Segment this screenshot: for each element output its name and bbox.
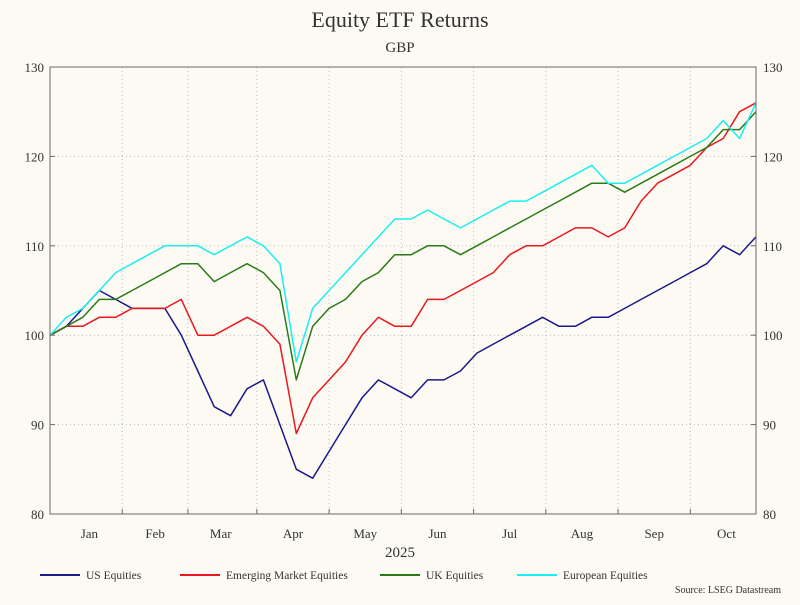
- legend-label: UK Equities: [426, 570, 484, 582]
- y-tick-label-right: 110: [763, 239, 782, 254]
- y-tick-label-right: 100: [763, 328, 783, 343]
- series-line-uk-equities: [49, 111, 757, 381]
- legend-label: Emerging Market Equities: [226, 570, 348, 582]
- x-tick-label: Mar: [210, 526, 232, 541]
- x-tick-label: Feb: [145, 526, 165, 541]
- x-axis-label: 2025: [385, 545, 415, 561]
- chart-subtitle: GBP: [385, 40, 414, 56]
- legend: US Equities Emerging Market Equities UK Eq…: [40, 570, 648, 582]
- source-note: Source: LSEG Datastream: [675, 585, 781, 596]
- legend-label: US Equities: [86, 570, 142, 582]
- plot-frame: [49, 66, 757, 515]
- x-tick-label: Sep: [644, 526, 664, 541]
- x-tick-label: Jul: [502, 526, 518, 541]
- grid: [50, 67, 756, 514]
- y-tick-label-left: 80: [31, 507, 44, 522]
- y-tick-label-left: 90: [31, 418, 44, 433]
- x-axis-ticks: Jan Feb Mar Apr May Jun Jul Aug Sep Oct: [81, 509, 736, 541]
- x-tick-label: Aug: [571, 526, 594, 541]
- chart-title: Equity ETF Returns: [311, 7, 488, 32]
- y-tick-label-left: 110: [25, 239, 44, 254]
- y-tick-label-right: 90: [763, 418, 776, 433]
- y-tick-label-right: 120: [763, 149, 783, 164]
- legend-label: European Equities: [563, 570, 648, 582]
- y-tick-label-left: 130: [25, 60, 45, 75]
- y-tick-label-left: 100: [25, 328, 45, 343]
- y-tick-label-right: 130: [763, 60, 783, 75]
- x-tick-label: Apr: [283, 526, 304, 541]
- series-lines: [49, 102, 757, 479]
- series-line-emerging-market-equities: [49, 102, 757, 435]
- series-line-european-equities: [49, 102, 757, 363]
- x-tick-label: Jan: [81, 526, 99, 541]
- x-tick-label: Oct: [717, 526, 736, 541]
- series-line-us-equities: [49, 236, 757, 479]
- y-tick-label-right: 80: [763, 507, 776, 522]
- x-tick-label: Jun: [428, 526, 447, 541]
- x-tick-label: May: [353, 526, 377, 541]
- y-tick-label-left: 120: [25, 149, 45, 164]
- y-axis-ticks: 80 80 90 90 100 100 110 110 120 120 130 130: [25, 60, 783, 522]
